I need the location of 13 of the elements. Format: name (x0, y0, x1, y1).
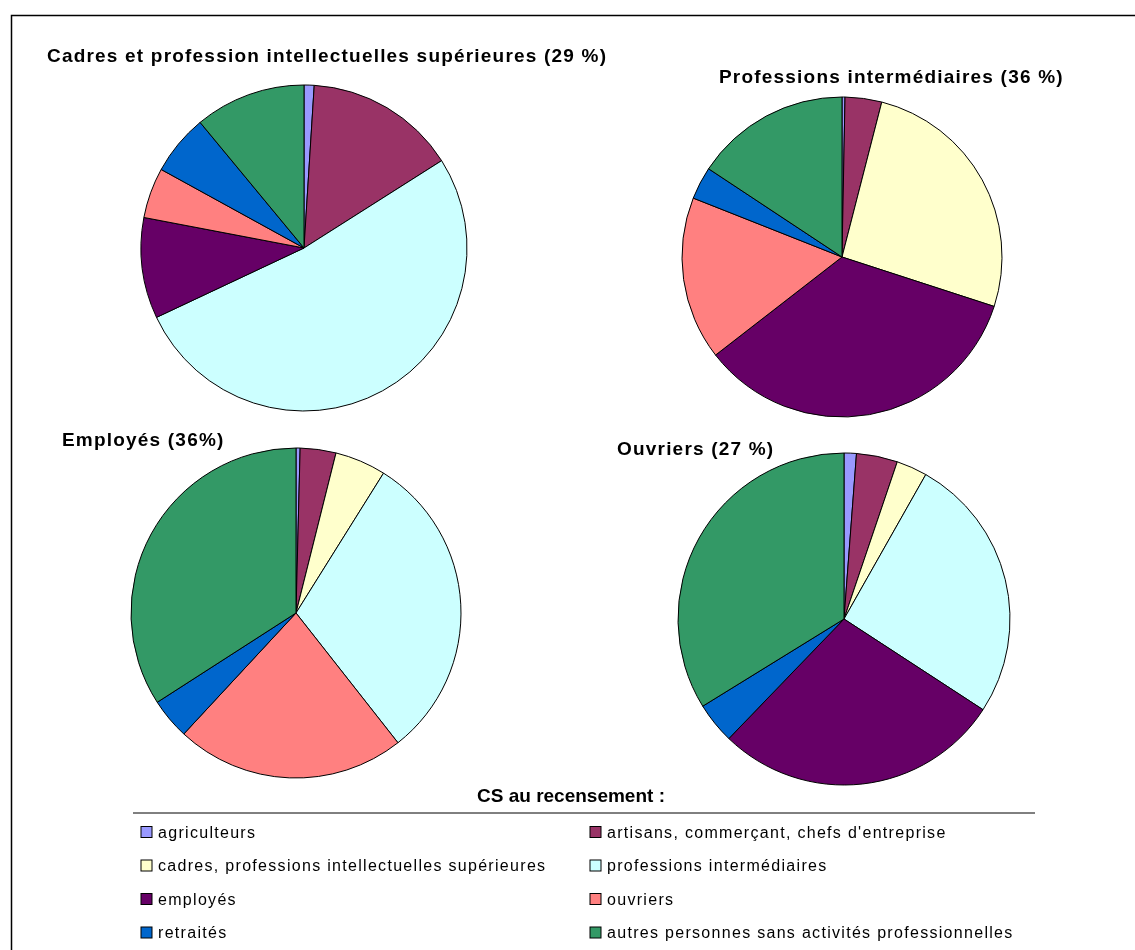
legend-label: ouvriers (607, 890, 675, 908)
legend-label: autres personnes sans activités professionnelles (607, 924, 1014, 941)
legend-label: cadres, professions intellectuelles supérieures (158, 857, 547, 874)
chart-title: Cadres et profession intellectuelles supérieures (29 %) (47, 45, 608, 66)
legend-label: professions intermédiaires (607, 857, 828, 874)
chart-title: Employés (36%) (62, 429, 225, 450)
legend-title: CS au recensement : (477, 785, 665, 806)
legend-label: artisans, commerçant, chefs d'entreprise (607, 823, 947, 841)
legend-label: employés (158, 890, 237, 908)
legend-label: agriculteurs (158, 823, 257, 841)
chart-title: Professions intermédiaires (36 %) (719, 66, 1064, 87)
chart-title: Ouvriers (27 %) (617, 438, 775, 459)
legend-label: retraités (158, 924, 228, 941)
